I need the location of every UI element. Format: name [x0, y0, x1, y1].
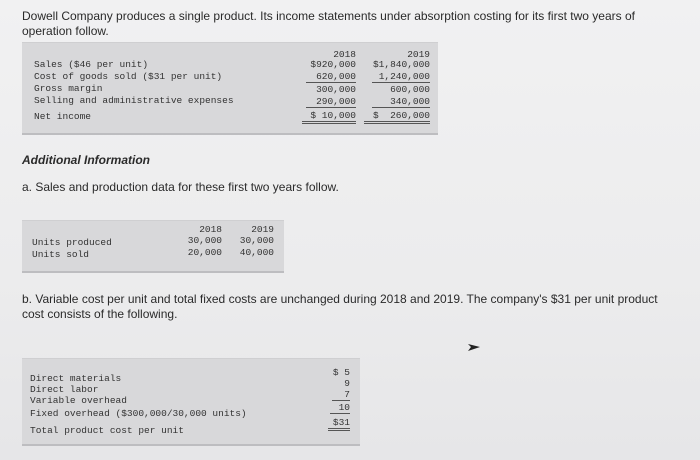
income-2018-value: 290,000: [306, 96, 356, 108]
income-row-label: Gross margin: [34, 83, 103, 94]
cursor-icon: [468, 344, 480, 351]
cost-row-label: Direct labor: [30, 384, 99, 395]
income-2019-value: $ 260,000: [364, 110, 430, 124]
income-col-2018: 2018: [333, 49, 356, 60]
income-col-2019: 2019: [407, 49, 430, 60]
income-row-label: Cost of goods sold ($31 per unit): [34, 71, 223, 82]
product-cost-table: Direct materials $ 5 Direct labor 9 Vari…: [22, 358, 360, 446]
cost-value: 10: [330, 402, 350, 414]
units-row-label: Units produced: [32, 237, 112, 248]
income-statement-table: 2018 2019 Sales ($46 per unit) $920,000 …: [22, 42, 438, 135]
income-row-label: Net income: [34, 111, 92, 122]
units-col-2019: 2019: [251, 224, 274, 235]
part-b-text: b. Variable cost per unit and total fixe…: [22, 292, 658, 321]
units-2019-value: 40,000: [239, 247, 274, 258]
income-row-label: Sales ($46 per unit): [34, 59, 149, 70]
cost-row-label: Variable overhead: [30, 395, 127, 406]
units-table: 2018 2019 Units produced 30,000 30,000 U…: [22, 220, 284, 273]
income-2018-value: $920,000: [310, 59, 356, 70]
units-row-label: Units sold: [32, 249, 90, 260]
income-2019-value: $1,840,000: [372, 59, 430, 70]
units-2019-value: 30,000: [239, 235, 274, 246]
cost-value: 9: [344, 378, 350, 389]
cost-value: $ 5: [332, 367, 350, 378]
additional-info-heading: Additional Information: [22, 153, 150, 167]
cost-row-label: Fixed overhead ($300,000/30,000 units): [30, 408, 247, 419]
income-2019-value: 600,000: [390, 84, 430, 95]
units-2018-value: 20,000: [187, 247, 222, 258]
cost-row-label: Direct materials: [30, 373, 122, 384]
intro-text: Dowell Company produces a single product…: [22, 9, 635, 38]
part-a-text: a. Sales and production data for these f…: [22, 180, 339, 194]
income-2018-value: 300,000: [316, 84, 356, 95]
units-col-2018: 2018: [199, 224, 222, 235]
cost-row-label: Total product cost per unit: [30, 425, 184, 436]
income-2018-value: 620,000: [306, 71, 356, 83]
units-2018-value: 30,000: [187, 235, 222, 246]
cost-value: 7: [332, 389, 350, 401]
income-2018-value: $ 10,000: [302, 110, 356, 124]
income-row-label: Selling and administrative expenses: [34, 95, 234, 106]
cost-value: $31: [328, 417, 350, 431]
income-2019-value: 1,240,000: [372, 71, 430, 83]
income-2019-value: 340,000: [372, 96, 430, 108]
